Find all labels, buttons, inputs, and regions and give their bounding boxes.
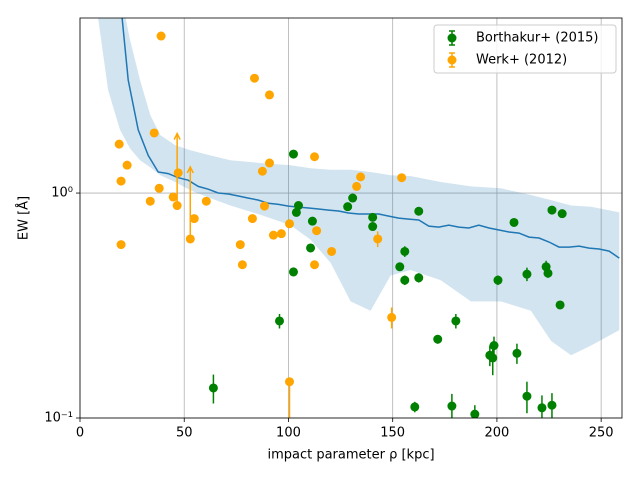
data-point: [168, 192, 178, 202]
data-point: [285, 219, 295, 229]
data-point: [489, 341, 499, 351]
data-point: [264, 90, 274, 100]
data-point: [257, 166, 267, 176]
data-point: [268, 230, 278, 240]
axes: 0 50 100 150 200 250 10⁻¹ 10⁰: [44, 186, 613, 441]
data-point: [555, 300, 565, 310]
data-point: [293, 201, 303, 211]
data-point: [400, 275, 410, 285]
data-point: [185, 234, 195, 244]
data-point: [557, 209, 567, 219]
legend-label: Borthakur+ (2015): [476, 31, 598, 46]
data-point: [397, 173, 407, 183]
data-point: [400, 246, 410, 256]
data-point: [343, 202, 353, 212]
data-point: [189, 214, 199, 224]
data-point: [547, 400, 557, 410]
data-point: [154, 183, 164, 193]
data-point: [543, 268, 553, 278]
data-point: [310, 260, 320, 270]
plot-area: [98, 18, 620, 418]
x-tick-label: 250: [589, 426, 614, 441]
data-point: [387, 312, 397, 322]
legend: Borthakur+ (2015) Werk+ (2012): [433, 24, 617, 74]
limit-arrowhead: [173, 131, 181, 140]
data-point: [493, 275, 503, 285]
data-point: [235, 240, 245, 250]
data-point: [410, 402, 420, 412]
data-point: [264, 158, 274, 168]
data-point: [470, 409, 480, 418]
data-point: [373, 234, 383, 244]
y-tick-label: 10⁻¹: [44, 411, 73, 426]
data-point: [274, 316, 284, 326]
data-point: [247, 214, 257, 224]
axes-frame: [79, 17, 623, 419]
limit-arrowhead: [186, 165, 194, 174]
data-point: [327, 246, 337, 256]
data-point: [414, 273, 424, 283]
data-point: [547, 205, 557, 215]
y-tick-label: 10⁰: [51, 186, 73, 201]
x-axis-label: impact parameter ρ [kpc]: [267, 448, 434, 463]
legend-marker: [447, 33, 457, 43]
data-point: [368, 212, 378, 222]
legend-frame: [433, 24, 617, 74]
data-point: [451, 316, 461, 326]
data-point: [259, 201, 269, 211]
data-point: [145, 196, 155, 206]
data-point: [522, 269, 532, 279]
data-point: [249, 73, 259, 83]
data-point: [395, 262, 405, 272]
data-point: [512, 348, 522, 358]
model-line: [121, 18, 620, 259]
data-point: [149, 128, 159, 138]
data-point: [208, 383, 218, 393]
data-point: [356, 172, 366, 182]
data-point: [352, 181, 362, 191]
data-point: [201, 196, 211, 206]
data-point: [310, 152, 320, 162]
data-point: [276, 229, 286, 239]
data-point: [288, 267, 298, 277]
data-point: [306, 243, 316, 253]
data-point: [172, 201, 182, 211]
x-tick-label: 150: [380, 426, 405, 441]
data-point: [288, 149, 298, 159]
data-point: [368, 222, 378, 232]
data-point: [433, 334, 443, 344]
data-point: [116, 240, 126, 250]
data-point: [414, 206, 424, 216]
data-point: [447, 401, 457, 411]
legend-label: Werk+ (2012): [476, 53, 567, 68]
data-point: [237, 260, 247, 270]
x-tick-label: 0: [76, 426, 84, 441]
x-tick-label: 200: [485, 426, 510, 441]
data-point: [307, 216, 317, 226]
x-tick-label: 50: [176, 426, 193, 441]
data-point: [173, 168, 183, 178]
data-point: [114, 139, 124, 149]
data-point: [488, 353, 498, 363]
legend-marker: [447, 55, 457, 65]
data-point: [522, 391, 532, 401]
data-point: [348, 193, 358, 203]
data-point: [122, 160, 132, 170]
data-point: [116, 176, 126, 186]
y-axis-label: EW [Å]: [16, 196, 32, 240]
data-point: [291, 207, 301, 217]
data-point: [312, 226, 322, 236]
x-tick-label: 100: [276, 426, 301, 441]
data-point: [509, 217, 519, 227]
data-point: [537, 403, 547, 413]
data-point: [156, 31, 166, 41]
data-point: [285, 377, 295, 387]
